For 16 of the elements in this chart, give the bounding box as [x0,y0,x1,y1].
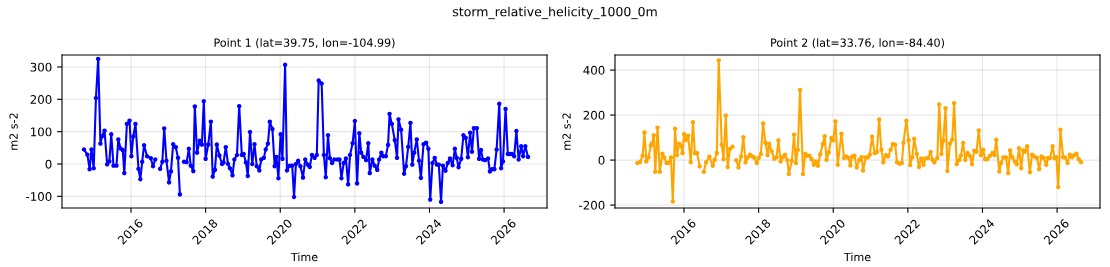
x-axis-title: Time [843,252,871,262]
text: storm_relative_helicity_1000_0m [452,6,657,20]
x-axis-title: Time [290,252,318,262]
y-tick-label: -100 [26,192,52,201]
chart-title: Point 1 (lat=39.75, lon=-104.99) [214,38,395,49]
chart-title: Point 2 (lat=33.76, lon=-84.40) [771,38,944,49]
y-tick-label: 200 [30,95,52,104]
y-tick-label: 0 [45,159,52,169]
y-tick-label: 400 [583,65,605,75]
y-tick-label: 200 [583,110,605,120]
y-axis-title: m2 s-2 [562,113,571,150]
y-tick-label: -200 [579,200,605,210]
y-tick-label: 100 [31,127,52,137]
y-tick-label: 300 [30,62,52,72]
y-axis-title: m2 s-2 [9,113,18,150]
y-tick-label: 0 [598,155,605,165]
